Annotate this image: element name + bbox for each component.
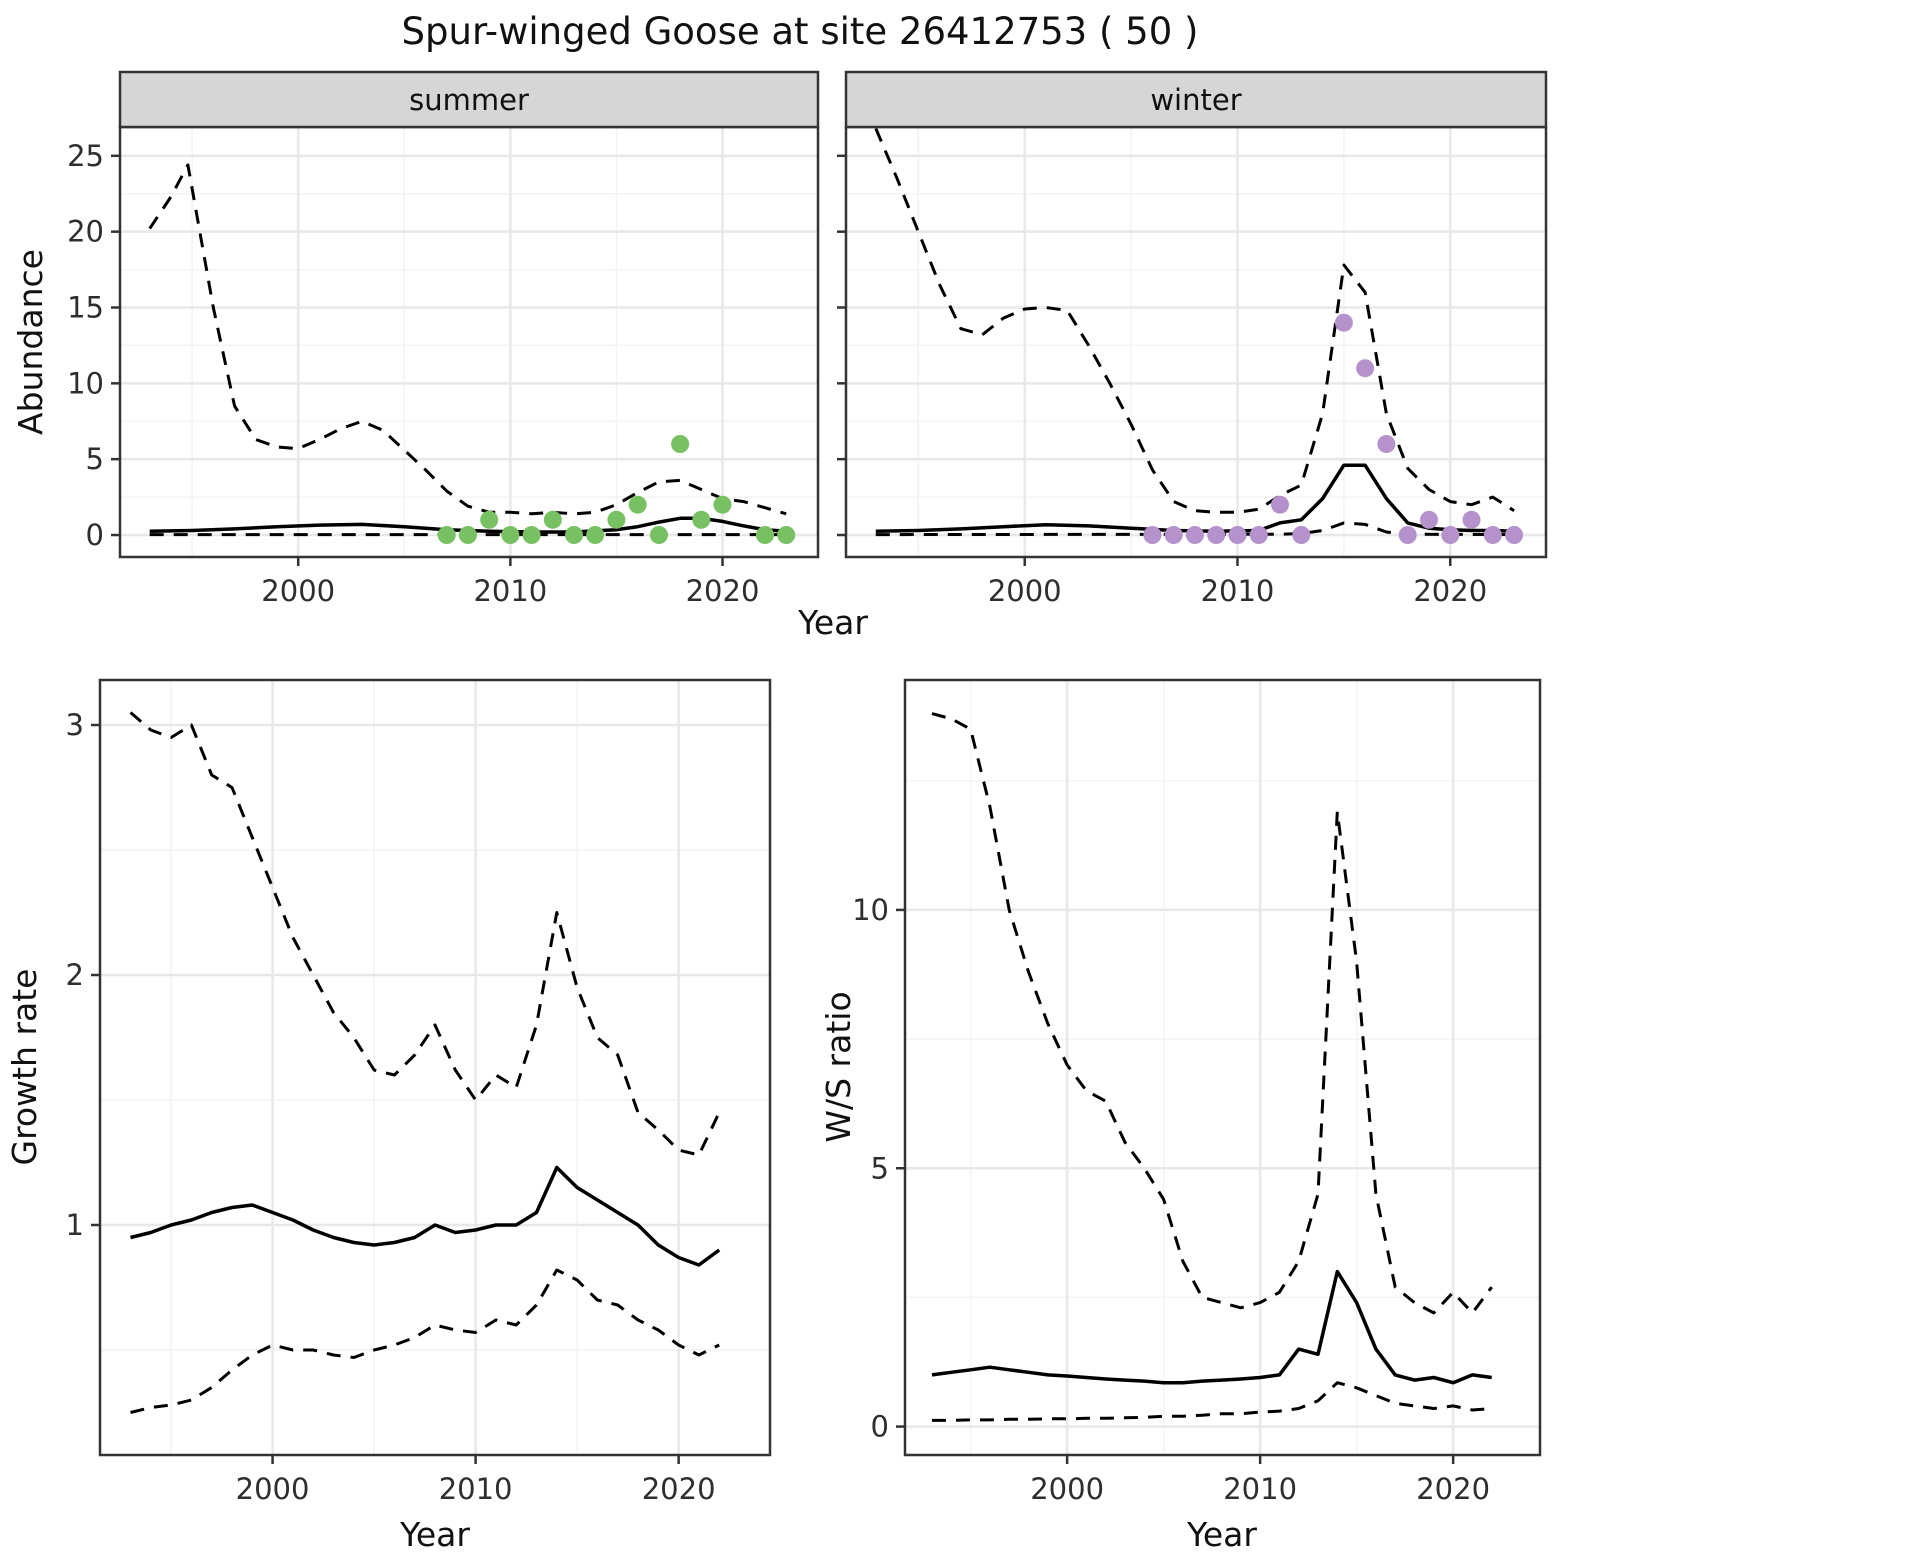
observation-point (1420, 510, 1438, 529)
lower-95ci-line (130, 1268, 720, 1414)
observation-point (565, 526, 583, 544)
x-tick-label: 2010 (439, 1472, 513, 1506)
upper-95ci-line (148, 163, 787, 516)
x-tick-label: 2020 (686, 574, 760, 608)
ws-ratio-axis-title: W/S ratio (819, 991, 858, 1142)
y-tick-label: 25 (67, 139, 104, 173)
observation-point (1462, 510, 1481, 529)
growth-rate-axis-title: Growth rate (5, 969, 44, 1166)
observation-point (501, 526, 520, 544)
panel-background (846, 127, 1546, 557)
lower-95ci-line (875, 521, 1515, 537)
facet-strip (844, 70, 1548, 129)
observation-point (649, 526, 668, 544)
y-tick-label: 0 (871, 1410, 889, 1444)
facet-strip-label-winter: winter (1150, 83, 1241, 117)
observation-point (1143, 526, 1162, 544)
x-tick-label: 2020 (1416, 1472, 1490, 1506)
observation-point (1271, 495, 1289, 514)
observation-point (756, 526, 774, 544)
x-tick-label: 2000 (1030, 1472, 1104, 1506)
x-tick-label: 2000 (236, 1472, 310, 1506)
upper-95ci-line (874, 127, 1515, 514)
observation-point (1377, 435, 1396, 453)
observation-point (1185, 526, 1204, 544)
observation-point (1292, 526, 1311, 544)
x-tick-label: 2000 (261, 574, 335, 608)
observation-point (1398, 526, 1417, 544)
x-tick-label: 2010 (473, 574, 547, 608)
observation-point (777, 526, 796, 544)
observation-point (1249, 526, 1268, 544)
figure-title: Spur-winged Goose at site 26412753 ( 50 … (402, 10, 1199, 53)
y-tick-label: 10 (67, 366, 104, 400)
abundance-axis-title: Abundance (11, 249, 50, 435)
x-tick-label: 2020 (642, 1472, 716, 1506)
panel-background (120, 127, 818, 557)
y-tick-label: 1 (66, 1208, 84, 1242)
x-tick-label: 2020 (1413, 574, 1487, 608)
growth-rate-x-axis-title: Year (399, 1515, 470, 1554)
facet-strip-label-summer: summer (409, 83, 529, 117)
panel-background (905, 680, 1540, 1455)
observation-point (437, 526, 456, 544)
observation-point (1207, 526, 1226, 544)
observation-point (480, 510, 499, 529)
upper-95ci-line (129, 711, 721, 1157)
observation-point (713, 495, 732, 514)
observation-point (458, 526, 477, 544)
mean-line (931, 1269, 1492, 1385)
mean-line (149, 516, 787, 534)
observation-point (543, 510, 562, 529)
top-x-axis-title: Year (797, 603, 868, 642)
y-tick-label: 10 (852, 893, 889, 927)
ws-ratio-panel: 2000 2010 2020 0 5 10 (852, 678, 1542, 1506)
observation-point (522, 526, 541, 544)
observation-point (1505, 526, 1524, 544)
observation-point (1228, 526, 1247, 544)
mean-line (130, 1165, 721, 1267)
panel-border (98, 678, 772, 1457)
panel-background (100, 680, 770, 1455)
observation-point (628, 495, 647, 514)
y-tick-label: 15 (67, 290, 104, 324)
observation-point (1356, 359, 1375, 378)
x-tick-label: 2000 (988, 574, 1062, 608)
y-tick-label: 5 (86, 442, 104, 476)
observation-point (1164, 526, 1183, 544)
y-tick-label: 2 (66, 958, 84, 992)
y-tick-label: 20 (67, 215, 104, 249)
growth-rate-panel: 2000 2010 2020 1 2 3 (66, 678, 772, 1506)
observation-point (692, 510, 711, 529)
ws-ratio-x-axis-title: Year (1186, 1515, 1257, 1554)
x-tick-label: 2010 (1201, 574, 1275, 608)
observation-point (1441, 526, 1460, 544)
observation-point (1334, 313, 1353, 332)
observation-point (671, 435, 690, 453)
observation-point (607, 510, 626, 529)
mean-line (875, 463, 1515, 533)
upper-95ci-line (931, 712, 1493, 1315)
abundance-summer-panel: 2000 2010 2020 0 5 10 15 20 25 (67, 70, 820, 608)
x-tick-label: 2010 (1223, 1472, 1297, 1506)
panel-border (903, 678, 1542, 1457)
observation-point (1483, 526, 1502, 544)
facet-strip (118, 70, 820, 129)
y-tick-label: 5 (871, 1151, 889, 1185)
y-tick-label: 3 (66, 708, 84, 742)
observation-point (586, 526, 605, 544)
abundance-winter-panel: 2000 2010 2020 (837, 70, 1548, 608)
y-tick-label: 0 (86, 518, 104, 552)
